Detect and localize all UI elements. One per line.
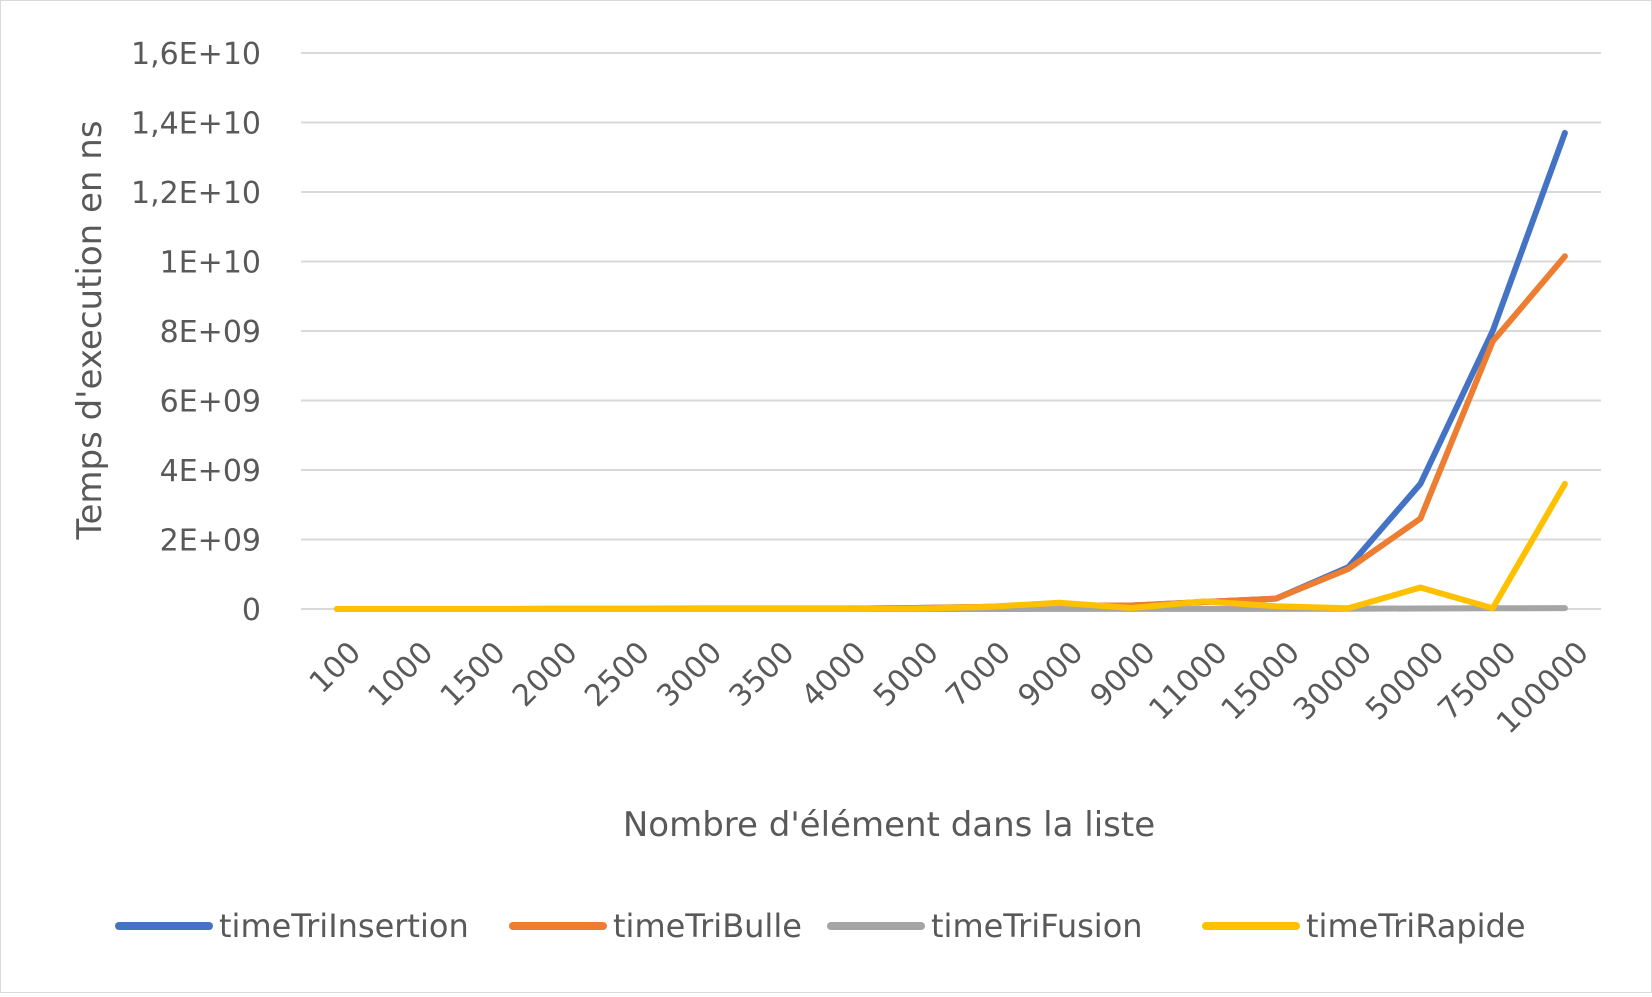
x-tick-label: 9000 <box>1012 635 1091 714</box>
legend-item-timeTriRapide: timeTriRapide <box>1202 907 1526 945</box>
legend-label: timeTriBulle <box>613 907 802 945</box>
y-tick-label: 1,2E+10 <box>131 176 261 211</box>
series-line-timeTriRapide <box>334 480 1568 612</box>
y-tick-label: 8E+09 <box>160 315 261 350</box>
x-tick-label: 30000 <box>1287 635 1379 727</box>
y-axis-title: Temps d'execution en ns <box>70 120 110 540</box>
series-line-timeTriInsertion <box>334 129 1568 612</box>
x-axis-tick-labels: 1001000150020002500300035004000500070009… <box>303 635 1596 741</box>
x-tick-label: 11000 <box>1142 635 1234 727</box>
x-tick-label: 7000 <box>939 635 1018 714</box>
x-tick-label: 5000 <box>867 635 946 714</box>
x-tick-label: 2500 <box>578 635 657 714</box>
y-tick-label: 1,6E+10 <box>131 37 261 72</box>
x-tick-label: 1500 <box>434 635 513 714</box>
x-axis-title: Nombre d'élément dans la liste <box>623 805 1155 845</box>
legend: timeTriInsertion timeTriBulle timeTriFusio… <box>115 907 1526 945</box>
legend-item-timeTriInsertion: timeTriInsertion <box>115 907 469 945</box>
gridlines <box>301 52 1601 610</box>
x-tick-label: 15000 <box>1215 635 1307 727</box>
x-tick-label: 50000 <box>1359 635 1451 727</box>
y-tick-label: 1,4E+10 <box>131 107 261 142</box>
series-line-timeTriBulle <box>334 253 1568 612</box>
y-tick-label: 1E+10 <box>160 246 261 281</box>
legend-item-timeTriBulle: timeTriBulle <box>509 907 802 945</box>
x-tick-label: 100 <box>303 635 368 700</box>
legend-label: timeTriInsertion <box>219 907 469 945</box>
y-tick-label: 2E+09 <box>160 524 261 559</box>
legend-label: timeTriFusion <box>931 907 1143 945</box>
x-tick-label: 3500 <box>723 635 802 714</box>
legend-item-timeTriFusion: timeTriFusion <box>827 907 1143 945</box>
x-tick-label: 4000 <box>795 635 874 714</box>
series-lines <box>334 129 1568 612</box>
x-tick-label: 2000 <box>506 635 585 714</box>
y-tick-label: 4E+09 <box>160 454 261 489</box>
y-tick-label: 6E+09 <box>160 385 261 420</box>
y-axis-tick-labels: 0 2E+09 4E+09 6E+09 8E+09 1E+10 1,2E+10 1,4E+10… <box>131 37 261 628</box>
legend-label: timeTriRapide <box>1306 907 1526 945</box>
x-tick-label: 3000 <box>650 635 729 714</box>
y-tick-label: 0 <box>242 593 261 628</box>
x-tick-label: 1000 <box>362 635 441 714</box>
